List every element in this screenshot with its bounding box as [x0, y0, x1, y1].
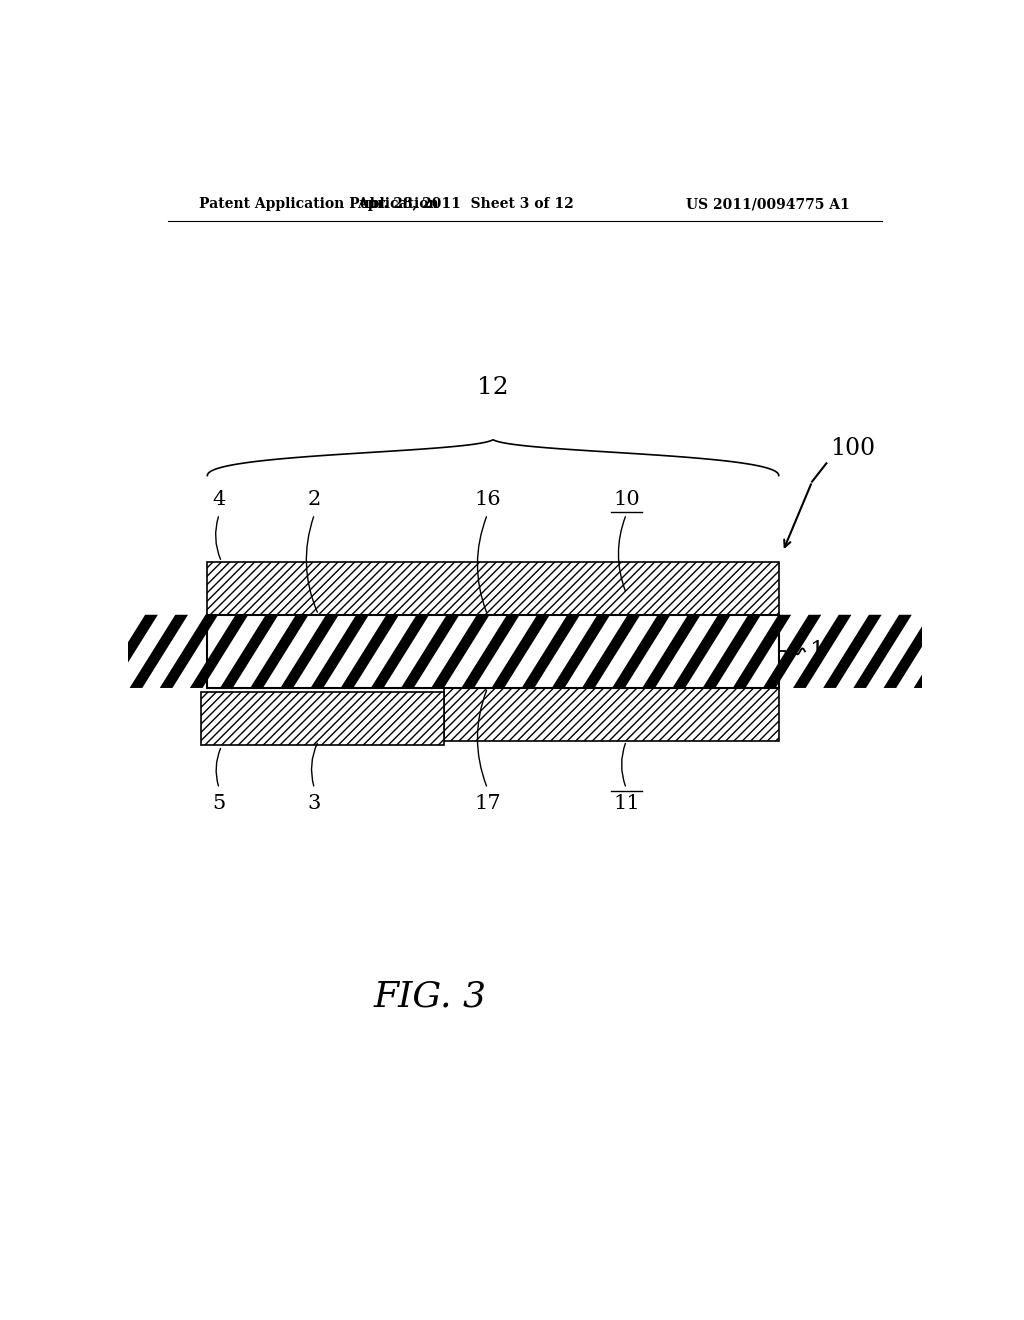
Polygon shape: [492, 615, 550, 688]
Polygon shape: [1005, 615, 1024, 688]
Text: 10: 10: [613, 490, 640, 510]
Bar: [207, 562, 778, 615]
Bar: [444, 688, 778, 741]
Polygon shape: [220, 615, 279, 688]
Polygon shape: [310, 615, 369, 688]
Polygon shape: [462, 615, 520, 688]
Bar: [207, 615, 778, 688]
Text: Apr. 28, 2011  Sheet 3 of 12: Apr. 28, 2011 Sheet 3 of 12: [357, 197, 573, 211]
Bar: [201, 692, 444, 744]
Text: 4: 4: [213, 490, 226, 510]
Text: 12: 12: [477, 376, 509, 399]
Text: 17: 17: [474, 793, 501, 813]
Polygon shape: [673, 615, 731, 688]
Polygon shape: [189, 615, 248, 688]
Polygon shape: [853, 615, 911, 688]
Polygon shape: [612, 615, 671, 688]
Polygon shape: [521, 615, 580, 688]
Text: 2: 2: [308, 490, 322, 510]
Polygon shape: [913, 615, 972, 688]
Text: 3: 3: [308, 793, 322, 813]
Polygon shape: [130, 615, 188, 688]
Text: US 2011/0094775 A1: US 2011/0094775 A1: [686, 197, 850, 211]
Polygon shape: [552, 615, 610, 688]
Text: FIG. 3: FIG. 3: [373, 979, 486, 1014]
Polygon shape: [793, 615, 851, 688]
Text: 11: 11: [613, 793, 640, 813]
Polygon shape: [642, 615, 700, 688]
Polygon shape: [823, 615, 882, 688]
Polygon shape: [401, 615, 460, 688]
Text: 100: 100: [830, 437, 876, 459]
Polygon shape: [733, 615, 792, 688]
Polygon shape: [70, 615, 128, 688]
Text: Patent Application Publication: Patent Application Publication: [200, 197, 439, 211]
Polygon shape: [763, 615, 821, 688]
Polygon shape: [974, 615, 1024, 688]
Polygon shape: [160, 615, 218, 688]
Bar: [207, 615, 778, 688]
Polygon shape: [99, 615, 158, 688]
Polygon shape: [944, 615, 1002, 688]
Polygon shape: [582, 615, 640, 688]
Polygon shape: [702, 615, 761, 688]
Polygon shape: [884, 615, 942, 688]
Polygon shape: [371, 615, 429, 688]
Text: 1: 1: [809, 640, 824, 663]
Text: 5: 5: [213, 793, 226, 813]
Polygon shape: [250, 615, 308, 688]
Polygon shape: [341, 615, 399, 688]
Polygon shape: [431, 615, 489, 688]
Text: 16: 16: [474, 490, 501, 510]
Polygon shape: [281, 615, 339, 688]
